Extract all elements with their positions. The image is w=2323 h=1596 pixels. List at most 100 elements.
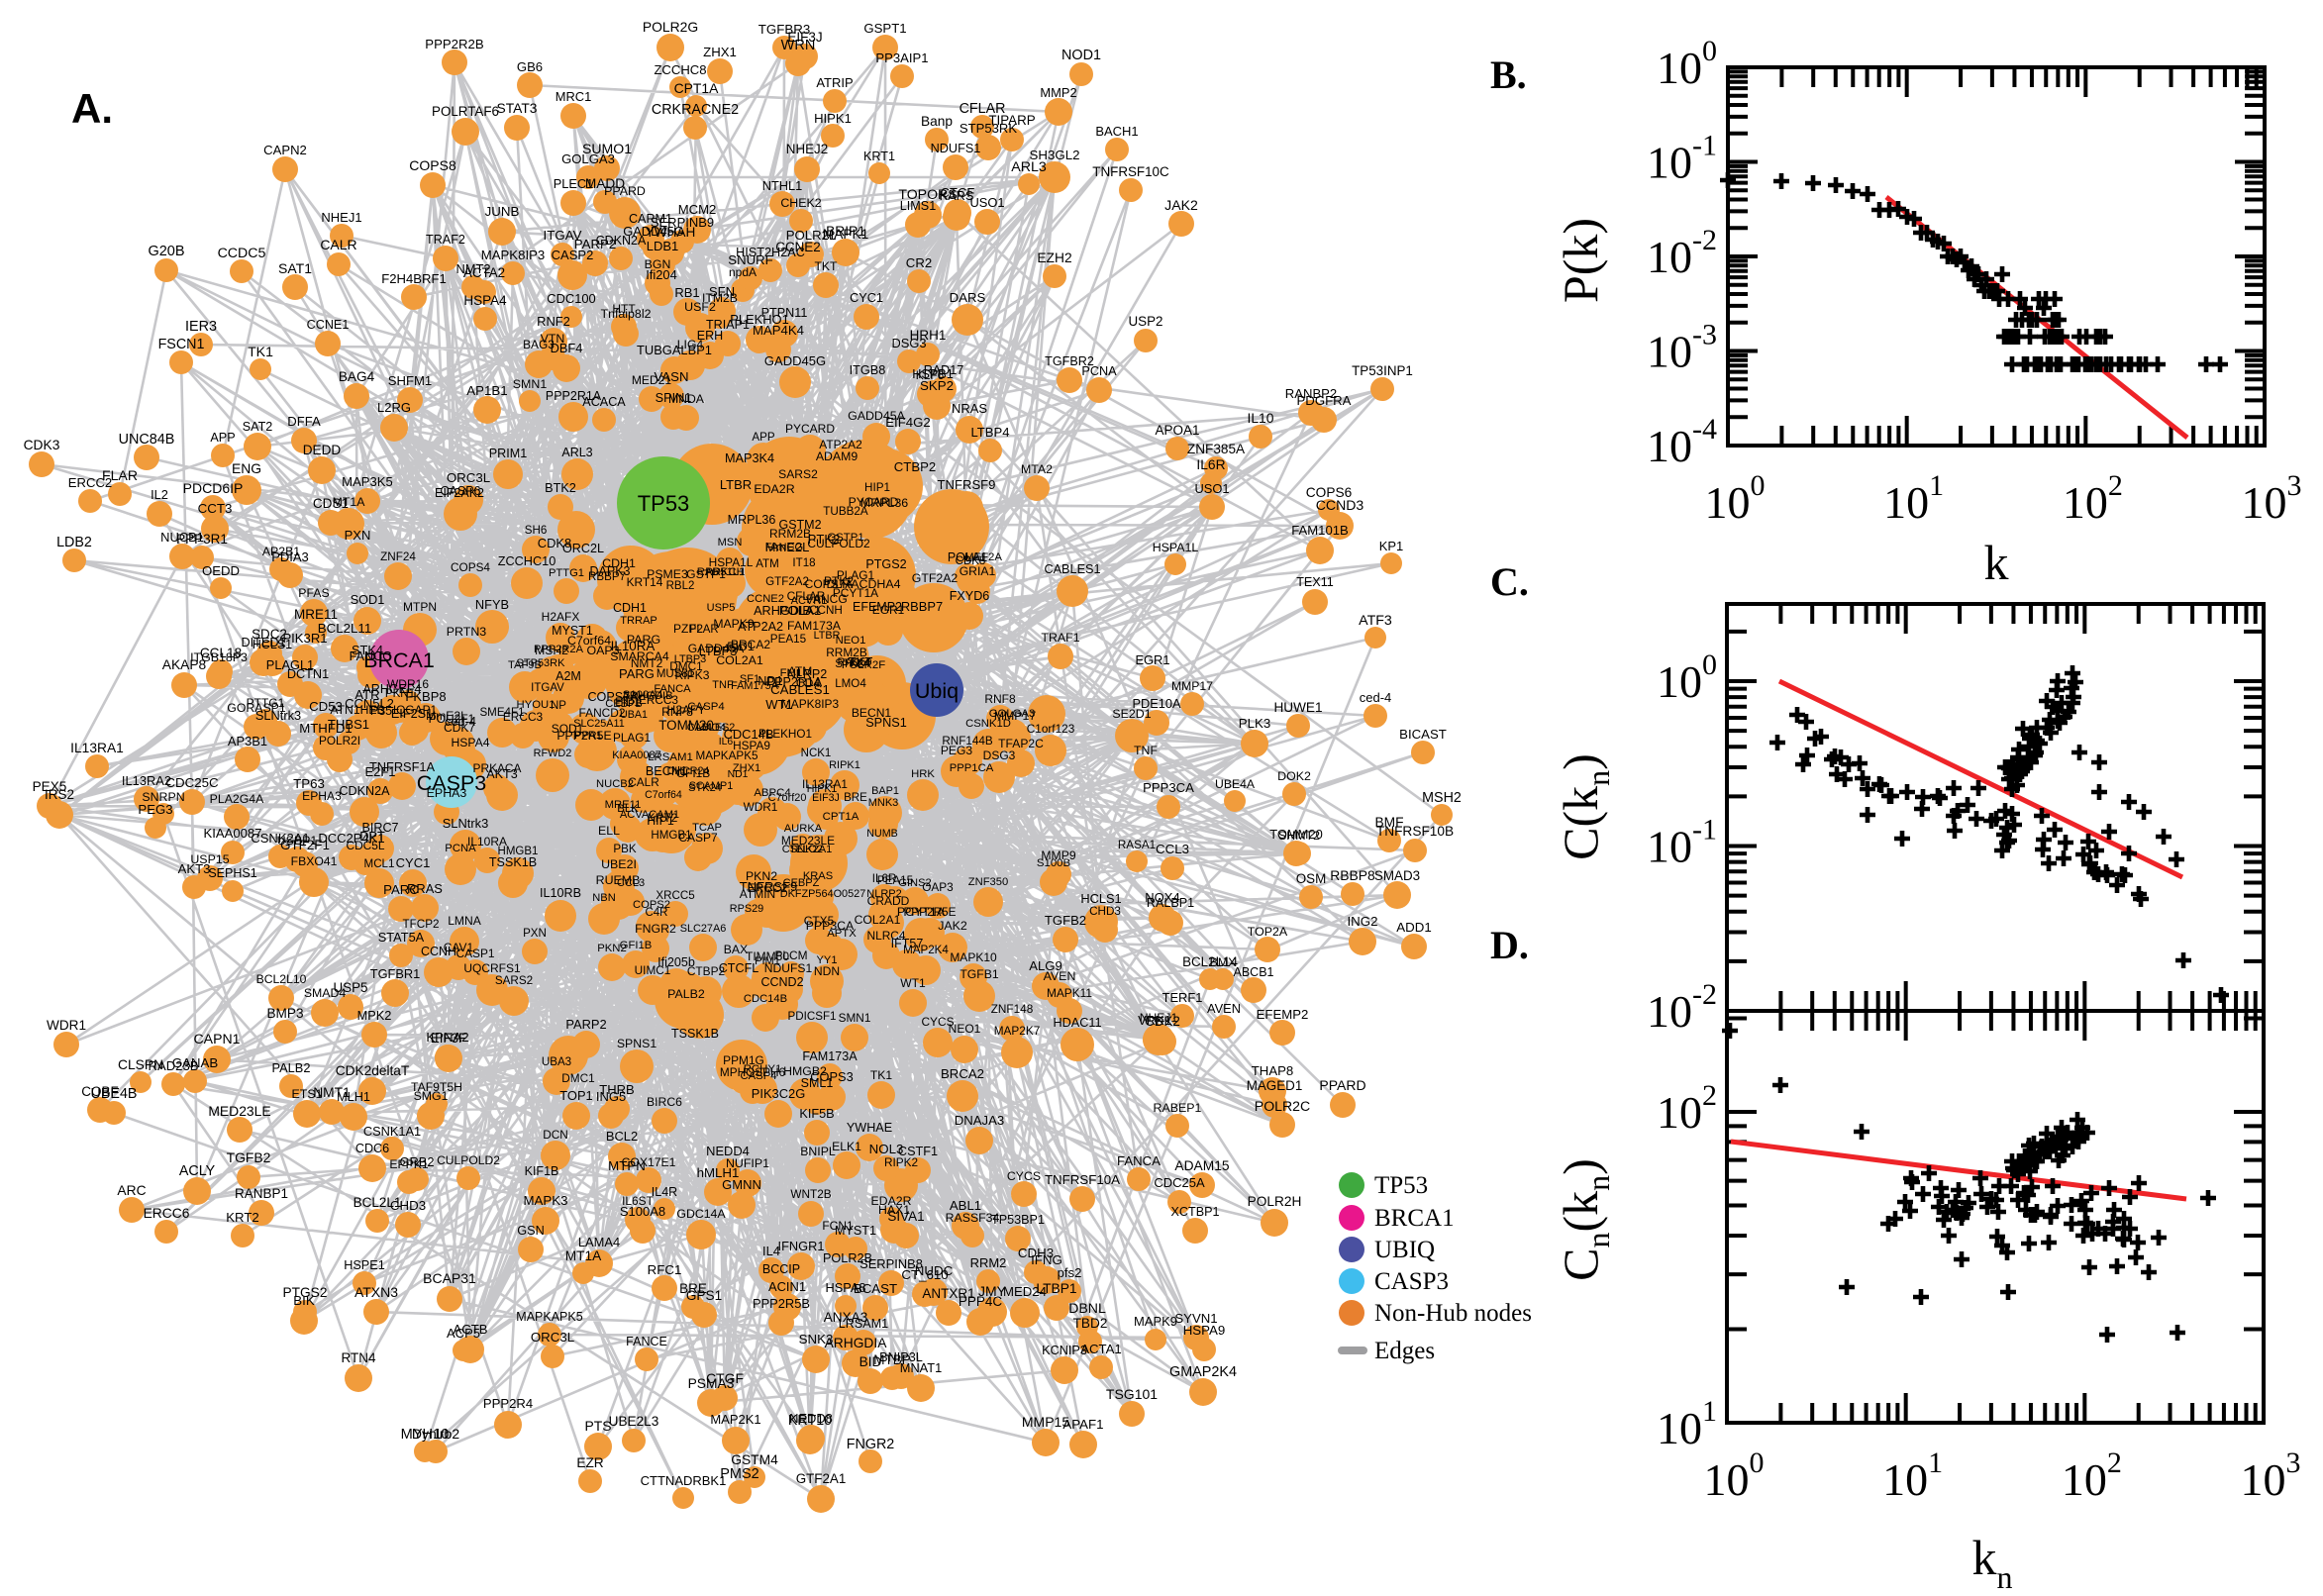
- svg-text:RAD23B: RAD23B: [149, 1058, 199, 1073]
- svg-text:KRT1: KRT1: [863, 150, 895, 163]
- svg-text:ERCC3: ERCC3: [639, 693, 678, 707]
- svg-text:COL2A1: COL2A1: [855, 913, 901, 927]
- svg-text:AVEN: AVEN: [1207, 1001, 1241, 1016]
- svg-text:IL6: IL6: [719, 737, 734, 748]
- svg-text:CTBP2: CTBP2: [894, 459, 937, 474]
- svg-text:CASP1: CASP1: [456, 947, 495, 960]
- svg-text:PPP4C: PPP4C: [959, 1294, 1003, 1309]
- svg-text:THBS1: THBS1: [328, 717, 369, 732]
- svg-text:GANAB: GANAB: [172, 1055, 219, 1070]
- svg-text:RBBP7: RBBP7: [901, 599, 943, 614]
- svg-text:CRADD: CRADD: [867, 894, 910, 908]
- svg-text:FLAR: FLAR: [102, 467, 138, 483]
- svg-text:PPP2R5E: PPP2R5E: [903, 905, 956, 919]
- svg-text:CCN5L2: CCN5L2: [345, 696, 394, 711]
- svg-text:MNAT1: MNAT1: [900, 1360, 942, 1375]
- svg-text:G20B: G20B: [148, 244, 184, 259]
- svg-text:CD53: CD53: [309, 699, 343, 714]
- svg-text:IL10RB: IL10RB: [540, 886, 581, 900]
- svg-text:ETS1: ETS1: [292, 1087, 323, 1101]
- svg-text:DCN: DCN: [543, 1128, 568, 1142]
- svg-text:RCHY1: RCHY1: [744, 1063, 782, 1075]
- svg-text:TRAF1: TRAF1: [1041, 631, 1079, 645]
- svg-text:TNF: TNF: [712, 679, 734, 691]
- svg-text:UIMC1: UIMC1: [635, 963, 671, 977]
- svg-text:CFLAR: CFLAR: [960, 101, 1006, 117]
- svg-text:A.: A.: [71, 85, 113, 132]
- svg-text:PARC: PARC: [383, 882, 419, 897]
- svg-text:APAF1: APAF1: [1062, 1417, 1103, 1432]
- svg-text:NLRP2: NLRP2: [787, 667, 828, 681]
- svg-text:TGFB1: TGFB1: [960, 967, 998, 981]
- svg-text:AP1B1: AP1B1: [466, 383, 507, 398]
- svg-text:D.: D.: [1490, 923, 1529, 967]
- svg-text:PLEC1: PLEC1: [554, 176, 594, 191]
- svg-text:GMAP2K4: GMAP2K4: [1169, 1364, 1237, 1380]
- svg-text:HSPB1: HSPB1: [912, 367, 954, 381]
- svg-text:ND1: ND1: [758, 674, 782, 688]
- svg-text:CARM1: CARM1: [629, 212, 672, 226]
- svg-text:GB6: GB6: [517, 59, 543, 74]
- svg-text:ZNF385A: ZNF385A: [1187, 442, 1246, 456]
- svg-text:GOLGA3: GOLGA3: [561, 151, 615, 166]
- svg-text:OEDD: OEDD: [202, 563, 240, 578]
- svg-text:TSG101: TSG101: [1106, 1386, 1158, 1402]
- svg-text:100: 100: [1657, 648, 1717, 707]
- svg-text:CASP7: CASP7: [678, 831, 718, 845]
- svg-text:PP3AIP1: PP3AIP1: [875, 50, 928, 65]
- svg-text:ACVACAM1: ACVACAM1: [620, 809, 679, 821]
- svg-text:PPP3R1: PPP3R1: [176, 532, 228, 547]
- svg-text:GRIA1: GRIA1: [960, 564, 996, 578]
- svg-text:HSPA9: HSPA9: [1183, 1323, 1226, 1338]
- svg-text:SAT2: SAT2: [243, 420, 273, 434]
- svg-text:NHEJ1: NHEJ1: [1140, 1011, 1178, 1025]
- svg-text:MYST1: MYST1: [552, 624, 593, 638]
- svg-text:FLAR: FLAR: [689, 624, 718, 636]
- svg-text:ZNF350: ZNF350: [968, 876, 1008, 888]
- svg-text:TBD2: TBD2: [1073, 1316, 1108, 1331]
- svg-text:GFI1B: GFI1B: [676, 766, 710, 780]
- svg-text:EIF3J: EIF3J: [787, 30, 822, 45]
- svg-text:UBE4B: UBE4B: [91, 1086, 138, 1102]
- svg-text:UBE4A: UBE4A: [1215, 777, 1256, 791]
- svg-text:SME4F1: SME4F1: [479, 706, 524, 719]
- svg-text:NOL3: NOL3: [869, 1142, 904, 1156]
- svg-text:YWHAE: YWHAE: [847, 1121, 892, 1135]
- svg-text:PLEKHO1: PLEKHO1: [758, 728, 812, 741]
- svg-text:FAM173A: FAM173A: [802, 1049, 858, 1063]
- svg-text:CASP3: CASP3: [417, 771, 487, 795]
- svg-text:BCL2L14: BCL2L14: [1182, 954, 1238, 969]
- svg-text:CSTF1: CSTF1: [898, 1145, 938, 1158]
- svg-text:CABLES1: CABLES1: [770, 682, 830, 697]
- svg-text:Banp: Banp: [921, 114, 953, 129]
- svg-text:KP1: KP1: [1379, 539, 1404, 553]
- svg-text:IL2: IL2: [151, 487, 168, 502]
- svg-text:NHEJ2: NHEJ2: [786, 142, 828, 156]
- svg-text:CDH1: CDH1: [613, 601, 647, 615]
- svg-text:TP53BP1: TP53BP1: [991, 1213, 1045, 1227]
- svg-text:CD4: CD4: [796, 676, 820, 690]
- svg-text:TP63: TP63: [293, 776, 325, 791]
- svg-text:PZP2: PZP2: [673, 622, 703, 636]
- svg-text:NLRP2: NLRP2: [866, 888, 901, 900]
- svg-text:PALB2: PALB2: [667, 987, 705, 1001]
- svg-text:GSPT1: GSPT1: [863, 21, 906, 36]
- svg-text:MED23LE: MED23LE: [208, 1103, 270, 1119]
- svg-text:JAK2: JAK2: [1164, 197, 1198, 213]
- svg-text:ELK1: ELK1: [832, 1140, 861, 1153]
- svg-text:GTF2F1: GTF2F1: [280, 838, 330, 852]
- svg-text:HSPA8: HSPA8: [825, 1280, 865, 1295]
- svg-text:ALG9: ALG9: [1029, 958, 1061, 973]
- svg-text:PSME3: PSME3: [647, 567, 688, 581]
- svg-text:EPPK1: EPPK1: [389, 1157, 429, 1171]
- svg-text:NDUFS1: NDUFS1: [764, 961, 813, 975]
- svg-text:PALB2: PALB2: [272, 1060, 311, 1075]
- svg-text:CT_610: CT_610: [901, 1267, 948, 1282]
- svg-text:COPS6: COPS6: [1306, 485, 1353, 500]
- svg-text:MMP9: MMP9: [1041, 848, 1075, 862]
- svg-text:MMP17: MMP17: [994, 709, 1037, 723]
- svg-text:SARS2: SARS2: [495, 974, 533, 987]
- svg-text:WT1: WT1: [765, 697, 792, 712]
- svg-text:PPP2R5E: PPP2R5E: [556, 729, 611, 743]
- svg-text:HIPK1: HIPK1: [814, 111, 852, 126]
